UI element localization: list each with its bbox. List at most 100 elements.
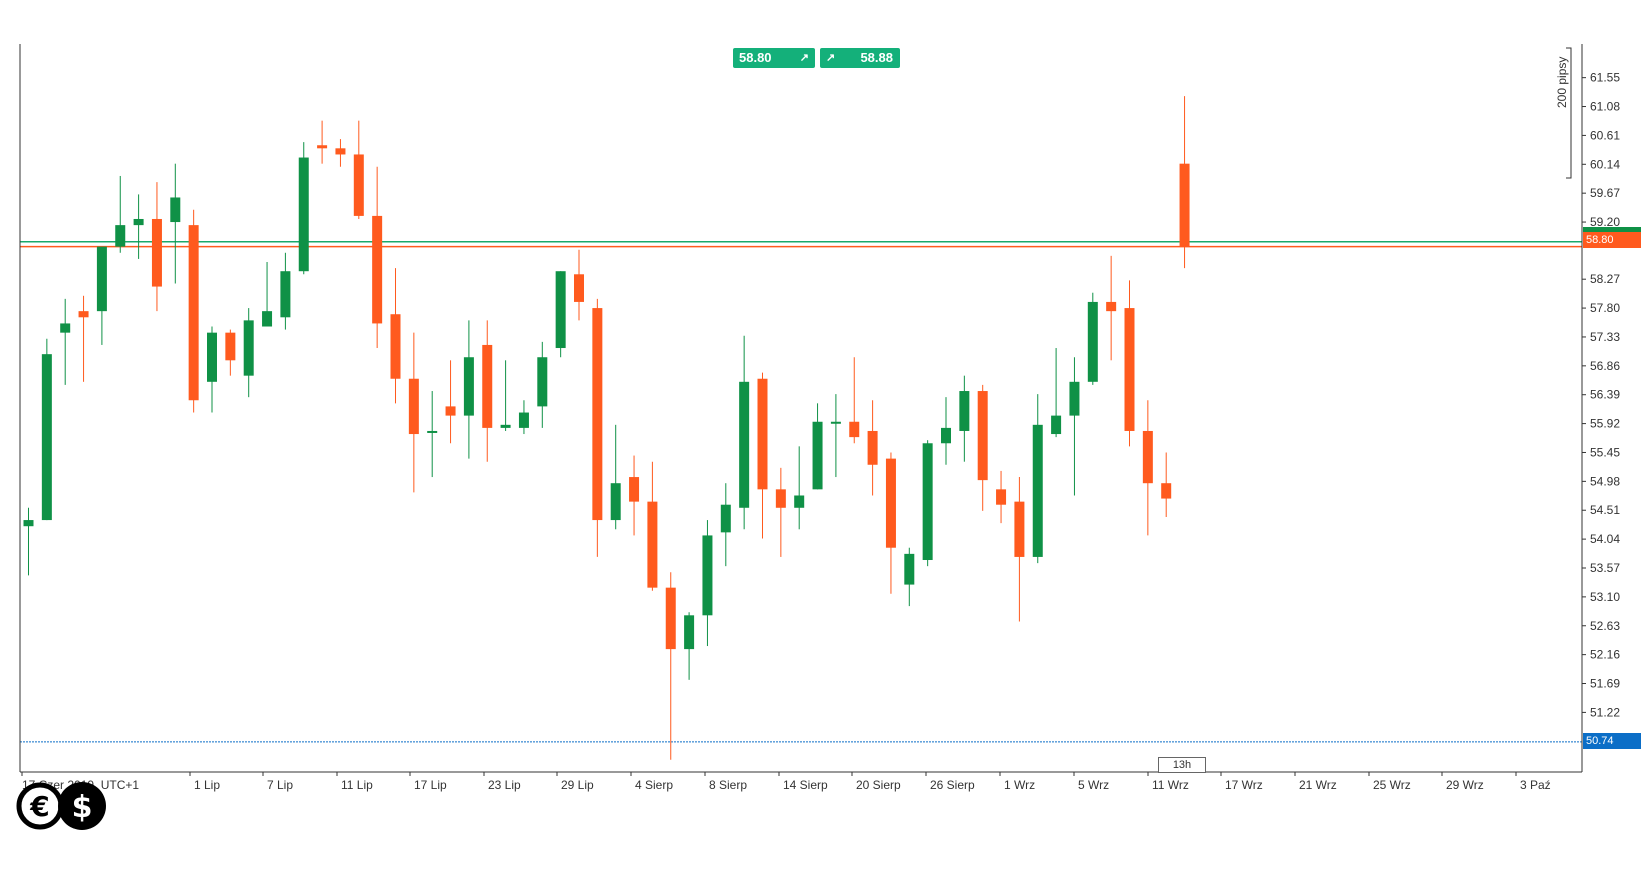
price-axis-ticks: 61.55 61.08 60.61 60.14 59.67 59.20 58.27 57.80…	[1582, 71, 1620, 719]
ask-arrow-icon: ↗	[826, 52, 836, 64]
candle-body	[262, 311, 273, 327]
candle-body	[867, 430, 878, 465]
candle	[170, 163, 181, 284]
y-tick-label: 56.86	[1590, 359, 1620, 373]
x-tick-label: 17 Wrz	[1225, 778, 1263, 792]
candle	[922, 440, 933, 567]
x-tick-label: 29 Lip	[561, 778, 594, 792]
candle-body	[243, 320, 254, 376]
candle	[610, 424, 621, 530]
candle-body	[574, 274, 584, 302]
candle	[500, 360, 511, 431]
support-level-tag: 50.74	[1583, 733, 1641, 749]
bid-arrow-icon: ↗	[799, 52, 809, 64]
candle-body	[115, 225, 126, 247]
candle	[1069, 357, 1080, 496]
candle	[592, 298, 603, 557]
candle-timer[interactable]: 13h	[1158, 757, 1206, 773]
candle-body	[647, 501, 658, 588]
candle	[335, 139, 346, 167]
x-tick-label: 26 Sierp	[930, 778, 975, 792]
candle	[775, 467, 786, 557]
candle-body	[445, 406, 456, 416]
candle-body	[885, 458, 896, 548]
candle-body	[739, 381, 750, 508]
x-tick-label: 21 Wrz	[1299, 778, 1337, 792]
y-tick-label: 54.51	[1590, 503, 1620, 517]
candle	[353, 120, 364, 219]
candle	[317, 120, 328, 164]
candle-body	[775, 489, 786, 508]
candle-body	[757, 378, 768, 490]
axes	[19, 44, 1583, 773]
y-tick-label: 60.14	[1590, 157, 1620, 171]
candle	[463, 320, 474, 459]
buy-quote-button[interactable]: ↗ 58.88	[820, 48, 900, 68]
y-tick-label: 52.63	[1590, 619, 1620, 633]
candle	[280, 252, 291, 330]
x-tick-label: 5 Wrz	[1078, 778, 1109, 792]
y-tick-label: 61.55	[1590, 71, 1620, 85]
candle-body	[720, 504, 731, 533]
candle	[78, 295, 89, 382]
sell-quote-button[interactable]: 58.80 ↗	[733, 48, 815, 68]
y-tick-label: 52.16	[1590, 648, 1620, 662]
candle-body	[1014, 501, 1025, 557]
candle	[408, 332, 419, 493]
candle-body	[904, 553, 915, 585]
candle-body	[941, 427, 951, 444]
candle-body	[188, 225, 199, 401]
candle-body	[207, 332, 217, 382]
candle	[537, 341, 548, 428]
x-tick-label: 4 Sierp	[635, 778, 673, 792]
candle-body	[610, 483, 621, 521]
candle	[959, 375, 970, 462]
candle-body	[592, 308, 603, 521]
candle	[812, 403, 823, 490]
ask-price-tag	[1583, 227, 1641, 233]
y-tick-label: 59.67	[1590, 186, 1620, 200]
y-tick-label: 53.57	[1590, 561, 1620, 575]
pip-ruler-label: 200 pipsy	[1555, 56, 1569, 108]
candle	[96, 246, 107, 345]
candle	[830, 394, 841, 478]
candle	[849, 357, 860, 444]
candle-body	[812, 421, 823, 490]
candle	[151, 182, 162, 312]
x-tick-label: 8 Sierp	[709, 778, 747, 792]
x-tick-label: 23 Lip	[488, 778, 521, 792]
candle-body	[372, 215, 383, 324]
candle-body	[537, 357, 548, 407]
candle-body	[60, 323, 71, 333]
candle-body	[977, 391, 988, 481]
y-tick-label: 61.08	[1590, 100, 1620, 114]
y-tick-label: 57.33	[1590, 330, 1620, 344]
candle	[574, 249, 584, 321]
candle	[427, 391, 438, 478]
candle-body	[335, 148, 346, 155]
x-tick-label: 17 Lip	[414, 778, 447, 792]
y-tick-label: 51.22	[1590, 705, 1620, 719]
candle-body	[1106, 301, 1117, 312]
candle-body	[1032, 424, 1043, 557]
candle	[188, 209, 199, 413]
brand-logo: € $	[16, 782, 106, 830]
candle-body	[390, 314, 401, 379]
x-tick-label: 25 Wrz	[1373, 778, 1411, 792]
candle-body	[133, 218, 144, 226]
candle	[1032, 394, 1043, 564]
candle	[794, 446, 805, 530]
candle-body	[427, 430, 438, 433]
candle-body	[1124, 308, 1135, 431]
candle-body	[408, 378, 419, 435]
candle-body	[684, 615, 695, 650]
svg-text:$: $	[72, 790, 93, 825]
x-tick-label: 7 Lip	[267, 778, 293, 792]
ask-value: 58.88	[860, 50, 893, 65]
x-tick-label: 29 Wrz	[1446, 778, 1484, 792]
candle	[41, 338, 52, 521]
candle	[60, 298, 71, 385]
candle	[445, 360, 456, 444]
y-tick-label: 55.45	[1590, 445, 1620, 459]
